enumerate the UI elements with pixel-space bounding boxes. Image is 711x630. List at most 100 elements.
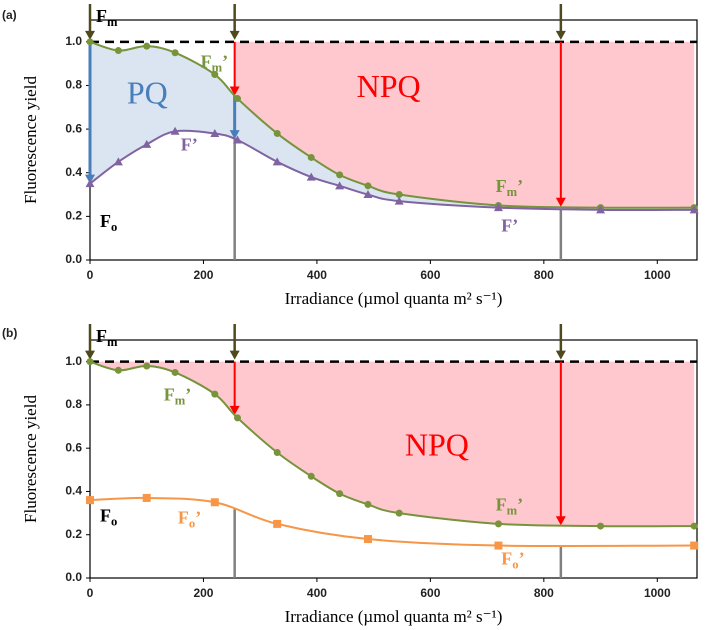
- marker: [85, 179, 95, 188]
- series-label-mark: ’: [185, 384, 191, 404]
- npq-arrow-head: [229, 405, 240, 415]
- marker: [493, 203, 503, 212]
- plot-frame: [89, 339, 698, 579]
- series-label-sub: o: [512, 558, 518, 572]
- marker: [114, 366, 122, 374]
- x-tick-label: 0: [87, 586, 94, 600]
- y-tick-label: 1.0: [65, 34, 82, 48]
- pq-area: [90, 41, 695, 210]
- series-label: Fo’: [501, 549, 524, 572]
- npq-area: [90, 361, 695, 527]
- y-tick-label: 0.0: [65, 252, 82, 266]
- top-arrow-head: [555, 350, 566, 360]
- y-tick-label: 0.4: [65, 484, 82, 498]
- series-label-main: F: [501, 549, 512, 569]
- marker: [494, 541, 503, 550]
- marker: [364, 182, 372, 190]
- x-tick-label: 800: [534, 268, 554, 282]
- marker: [233, 95, 241, 103]
- panel-label: (b): [2, 326, 17, 340]
- fm-label-main: F: [96, 6, 107, 26]
- panel-label: (a): [2, 8, 17, 22]
- pq-label: PQ: [127, 75, 168, 111]
- series-label-main: F: [501, 215, 512, 235]
- pq-arrow-head: [229, 130, 240, 140]
- marker: [114, 47, 122, 55]
- top-arrow-head: [229, 350, 240, 360]
- series-label: Fm’: [496, 176, 524, 199]
- marker: [211, 390, 219, 398]
- series-label-sub: m: [175, 393, 186, 407]
- marker: [689, 205, 699, 214]
- marker: [171, 49, 179, 57]
- marker: [143, 42, 151, 50]
- series-label: Fm’: [164, 384, 192, 407]
- marker: [363, 190, 373, 199]
- top-arrow-head: [555, 30, 566, 40]
- marker: [171, 368, 179, 376]
- marker: [690, 541, 699, 550]
- series-label-main: F: [164, 384, 175, 404]
- series-label-mark: ’: [195, 508, 201, 528]
- marker: [233, 414, 241, 422]
- marker: [86, 358, 94, 366]
- series-label-main: F: [178, 508, 189, 528]
- series-label-mark: ’: [512, 215, 518, 235]
- marker: [395, 509, 403, 517]
- series-label: Fm’: [201, 52, 229, 75]
- marker: [210, 128, 220, 137]
- series-label-sub: m: [507, 503, 518, 517]
- marker: [395, 191, 403, 199]
- marker: [306, 172, 316, 181]
- marker: [363, 535, 372, 544]
- x-tick-label: 1000: [644, 586, 671, 600]
- x-axis-title: Irradiance (µmol quanta m² s⁻¹): [285, 607, 503, 626]
- series-label-sub: m: [212, 61, 223, 75]
- marker: [273, 129, 281, 137]
- x-tick-label: 600: [420, 268, 440, 282]
- series-label-mark: ’: [519, 549, 525, 569]
- series-label-mark: ’: [517, 176, 523, 196]
- x-tick-label: 800: [534, 586, 554, 600]
- marker: [690, 522, 698, 530]
- series-label-sub: m: [507, 185, 518, 199]
- fo-label-main: F: [100, 506, 111, 526]
- y-axis-title: Fluorescence yield: [21, 76, 40, 204]
- series-label: Fo’: [178, 508, 201, 531]
- npq-label: NPQ: [405, 427, 469, 463]
- y-tick-label: 0.4: [65, 165, 82, 179]
- fm-label-sub: m: [107, 335, 118, 349]
- marker: [273, 449, 281, 457]
- marker: [307, 472, 315, 480]
- marker: [232, 135, 242, 144]
- y-tick-label: 1.0: [65, 354, 82, 368]
- series-label-main: F: [496, 495, 507, 515]
- series-line: [89, 496, 695, 548]
- y-axis-title: Fluorescence yield: [21, 395, 40, 523]
- marker: [596, 205, 606, 214]
- x-tick-label: 0: [87, 268, 94, 282]
- x-tick-label: 600: [420, 586, 440, 600]
- marker: [364, 500, 372, 508]
- marker: [307, 153, 315, 161]
- x-axis-title: Irradiance (µmol quanta m² s⁻¹): [285, 289, 503, 308]
- y-tick-label: 0.6: [65, 440, 82, 454]
- x-tick-label: 200: [193, 586, 213, 600]
- y-tick-label: 0.8: [65, 78, 82, 92]
- series-label-main: F: [201, 52, 212, 72]
- npq-area: [233, 41, 695, 208]
- series-label-sub: o: [189, 516, 195, 530]
- marker: [210, 498, 219, 507]
- series-label-mark: ’: [517, 495, 523, 515]
- fm-label: Fm: [96, 326, 118, 349]
- fo-label: Fo: [100, 506, 117, 529]
- fo-label-main: F: [100, 211, 111, 231]
- x-tick-label: 400: [307, 268, 327, 282]
- y-tick-label: 0.2: [65, 209, 82, 223]
- y-tick-label: 0.0: [65, 570, 82, 584]
- series-label: Fm’: [496, 495, 524, 518]
- marker: [142, 139, 152, 148]
- top-arrow-head: [85, 350, 95, 360]
- series-label-mark: ’: [192, 135, 198, 155]
- top-arrow-head: [229, 30, 240, 40]
